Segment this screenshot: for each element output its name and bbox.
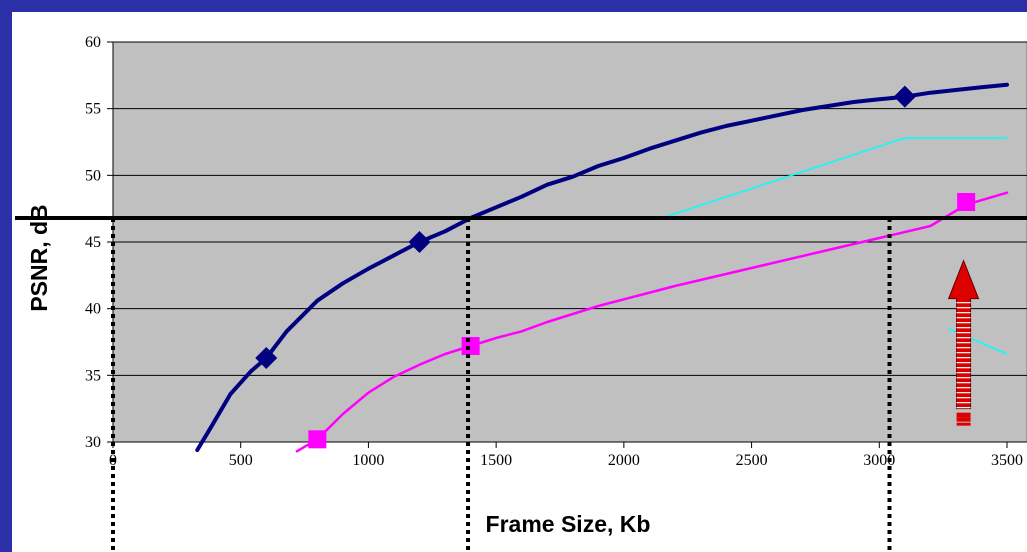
arrow-icon (947, 259, 980, 426)
reference-lines (15, 216, 1027, 552)
square-marker (461, 337, 480, 355)
y-tick-label: 45 (85, 234, 101, 251)
arrow-tail (956, 422, 971, 426)
y-tick-labels: 30 35 40 45 50 55 60 (85, 34, 101, 451)
diamond-marker (893, 85, 916, 108)
series-line (195, 82, 1009, 452)
x-tick-label: 3500 (991, 452, 1023, 469)
markers-layer (255, 85, 976, 449)
diamond-marker (255, 347, 278, 369)
y-tick-label: 40 (85, 301, 101, 318)
x-tick-label: 1000 (352, 452, 384, 469)
series-line (295, 191, 1009, 453)
arrow-shape (947, 259, 980, 410)
square-marker (957, 193, 976, 211)
x-tick-label: 2500 (736, 452, 768, 469)
y-axis-title: PSNR, dB (26, 204, 52, 311)
left-border (0, 0, 12, 552)
arrow-tail (956, 417, 971, 422)
diamond-marker (408, 231, 431, 253)
y-tick-label: 30 (85, 434, 101, 451)
y-tick-label: 35 (85, 367, 101, 384)
y-tick-label: 50 (85, 167, 101, 184)
arrow-tail (956, 412, 971, 418)
top-border (0, 0, 1027, 12)
y-tick-label: 55 (85, 101, 101, 118)
callout-line (661, 137, 1007, 219)
square-marker (308, 430, 327, 449)
series-layer (195, 82, 1009, 453)
x-tick-label: 0 (109, 452, 117, 469)
x-tick-label: 500 (229, 452, 253, 469)
x-tick-label: 2000 (608, 452, 640, 469)
y-tick-label: 60 (85, 34, 101, 51)
x-axis-title: Frame Size, Kb (486, 511, 651, 537)
gridlines (107, 41, 1027, 448)
x-tick-label: 1500 (480, 452, 512, 469)
x-tick-labels: 0 500 1000 1500 2000 2500 3000 3500 (109, 452, 1023, 469)
x-tick-label: 3000 (863, 452, 895, 469)
